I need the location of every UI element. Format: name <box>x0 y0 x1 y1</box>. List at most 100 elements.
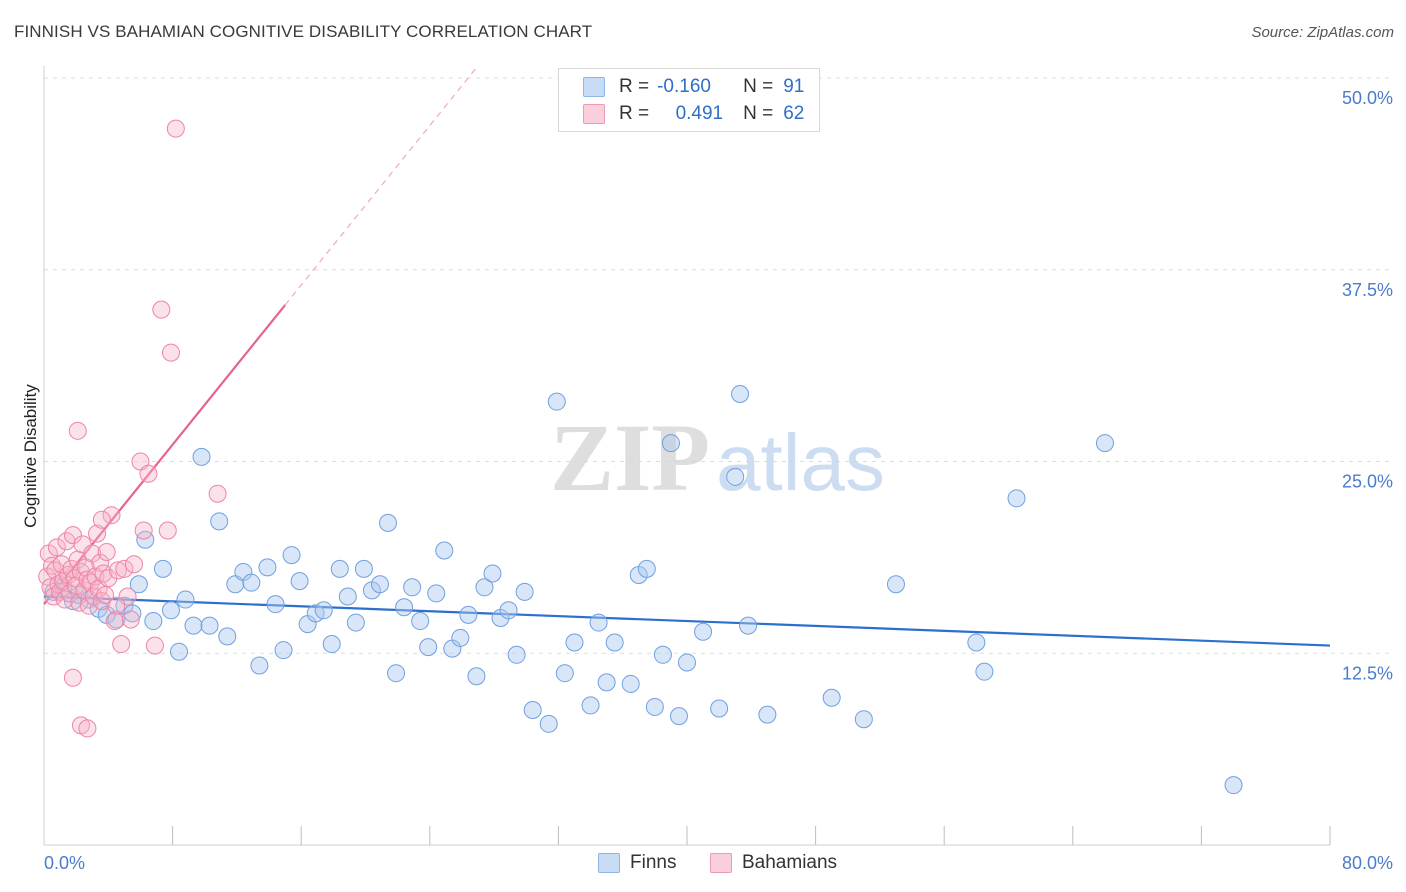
finns-point <box>170 642 189 661</box>
finns-point <box>581 696 600 715</box>
finns-point <box>678 653 696 672</box>
bahamians-point <box>108 561 127 580</box>
legend-n-value: 62 <box>783 103 805 124</box>
finns-point <box>330 559 349 578</box>
finns-point <box>242 573 261 592</box>
legend-bahamians: Bahamians <box>710 852 837 874</box>
finns-point <box>200 616 219 635</box>
finns-point <box>975 662 994 681</box>
finns-point <box>218 627 237 646</box>
finns-point <box>661 434 680 453</box>
finns-point <box>739 616 758 635</box>
finns-point <box>467 667 486 686</box>
finns-point <box>210 512 229 531</box>
finns-swatch <box>583 77 605 97</box>
bahamians-swatch <box>583 104 605 124</box>
y-tick-labels: 12.5% 25.0% 37.5% 50.0% <box>1342 88 1393 683</box>
finns-point <box>555 664 574 683</box>
finns-point <box>597 673 616 692</box>
finns-point <box>395 598 414 617</box>
y-tick-label: 50.0% <box>1342 88 1393 108</box>
finns-point <box>758 705 777 724</box>
finns-point <box>1095 434 1114 453</box>
bahamians-point <box>102 506 121 525</box>
finns-point <box>483 564 502 583</box>
legend-row-bahamians: R = 0.491 N = 62 <box>583 101 804 127</box>
legend-n-value: 91 <box>783 76 805 97</box>
finns-point <box>250 656 269 675</box>
source-label: Source: ZipAtlas.com <box>1251 24 1394 41</box>
finns-point <box>822 688 841 707</box>
finns-point <box>499 601 518 620</box>
bahamians-point <box>97 543 116 562</box>
finns-point <box>435 541 454 560</box>
bahamians-point <box>47 538 66 557</box>
finns-point <box>451 628 470 647</box>
finns-point <box>605 633 624 652</box>
finns-point <box>370 575 389 594</box>
finns-point <box>136 530 155 549</box>
finns-point <box>258 558 277 577</box>
finns-point <box>387 664 406 683</box>
finns-point <box>176 590 195 609</box>
y-tick-label: 12.5% <box>1342 663 1393 683</box>
legend-r-label: R = <box>619 76 650 97</box>
bahamians-point <box>115 559 134 578</box>
x-tick-label: 0.0% <box>44 853 85 873</box>
finns-point <box>507 645 526 664</box>
bahamians-point <box>208 484 227 503</box>
finns-point <box>184 616 203 635</box>
finns-point <box>710 699 729 718</box>
y-tick-label: 25.0% <box>1342 472 1393 492</box>
legend-n-label: N = <box>743 103 774 124</box>
legend-r-value: 0.491 <box>675 103 724 124</box>
finns-point <box>731 385 750 404</box>
finns-point <box>475 578 494 597</box>
finns-point <box>1007 489 1026 508</box>
finns-point <box>354 559 373 578</box>
bahamians-point <box>105 612 124 631</box>
legend-r-value: -0.160 <box>657 76 711 97</box>
finns-point <box>459 605 478 624</box>
bahamians-point <box>63 526 82 545</box>
finns-point <box>123 604 142 623</box>
bahamians-point <box>121 610 140 629</box>
finns-point <box>129 575 148 594</box>
finns-point <box>282 546 301 565</box>
bahamians-point <box>88 524 107 543</box>
bahamians-point <box>145 636 164 655</box>
bahamians-points <box>38 119 227 738</box>
finns-point <box>322 635 341 654</box>
finns-point <box>427 584 446 603</box>
bahamians-point <box>73 535 92 554</box>
finns-point <box>886 575 905 594</box>
finns-point <box>144 612 163 631</box>
bahamians-point <box>161 343 180 362</box>
trend-lines <box>43 65 1331 647</box>
correlation-legend: R = -0.160 N = 91 R = 0.491 N = 62 <box>558 68 820 132</box>
finns-point <box>694 622 713 641</box>
finns-point <box>192 447 211 466</box>
finns-point <box>266 595 285 614</box>
finns-point <box>645 697 664 716</box>
finns-swatch <box>598 853 620 873</box>
x-tick-label: 80.0% <box>1342 853 1393 873</box>
x-tick-labels: 0.0% 80.0% <box>44 853 1393 873</box>
watermark-atlas: atlas <box>716 418 885 507</box>
finns-point <box>967 633 986 652</box>
finns-point <box>523 701 542 720</box>
legend-bahamians-label: Bahamians <box>742 852 838 873</box>
finns-point <box>1224 776 1243 795</box>
finns-point <box>547 392 566 411</box>
bahamians-point <box>152 300 171 319</box>
finns-point <box>411 612 430 631</box>
finns-point <box>290 572 309 591</box>
bahamians-point <box>63 668 82 687</box>
finns-points <box>44 385 1243 795</box>
finns-point <box>346 613 365 632</box>
finns-point <box>403 578 422 597</box>
y-axis-title: Cognitive Disability <box>21 384 40 528</box>
finns-point <box>161 601 180 620</box>
bahamians-point <box>125 555 144 574</box>
